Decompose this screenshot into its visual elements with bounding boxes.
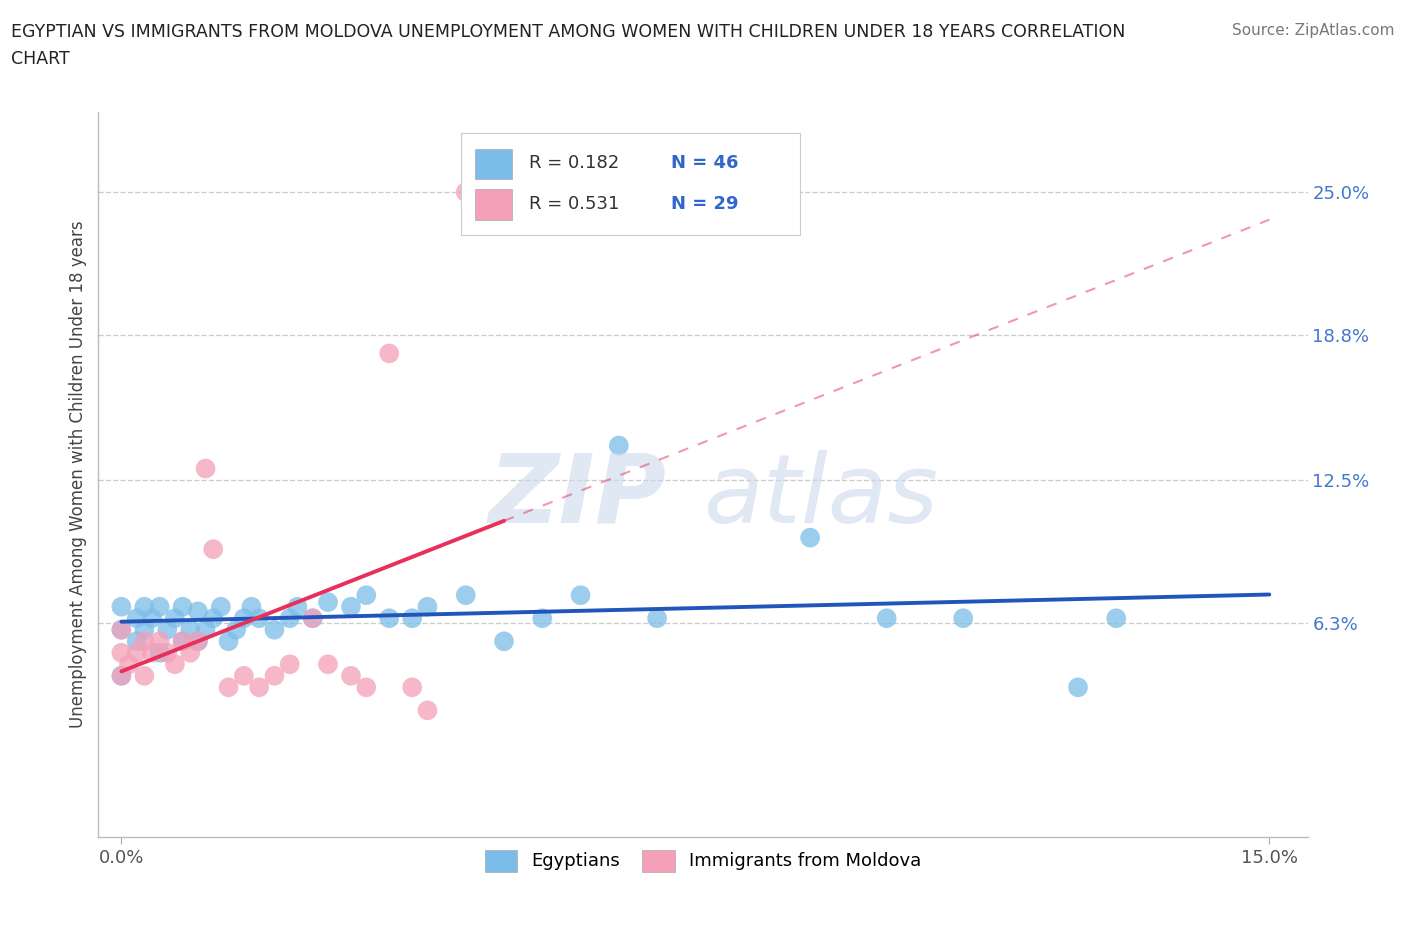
Point [134,622,156,637]
Point [263,669,285,684]
Point [172,634,194,649]
Point [278,611,301,626]
Point [218,680,240,695]
Point [287,599,309,614]
Point [263,622,285,637]
Point [316,594,339,609]
Point [194,622,217,637]
Point [1105,611,1128,626]
Point [134,669,156,684]
Point [156,645,179,660]
Point [134,599,156,614]
Point [225,622,247,637]
Point [301,611,323,626]
Legend: Egyptians, Immigrants from Moldova: Egyptians, Immigrants from Moldova [478,843,928,879]
Point [163,657,186,671]
Point [187,634,209,649]
Point [454,588,477,603]
Point [416,703,439,718]
Point [125,634,148,649]
Point [141,611,163,626]
Point [454,185,477,200]
Point [492,634,515,649]
Point [218,634,240,649]
Point [156,622,179,637]
Point [240,599,263,614]
Point [125,611,148,626]
Y-axis label: Unemployment Among Women with Children Under 18 years: Unemployment Among Women with Children U… [69,220,87,728]
Point [247,611,270,626]
Point [141,645,163,660]
Point [340,599,363,614]
Text: EGYPTIAN VS IMMIGRANTS FROM MOLDOVA UNEMPLOYMENT AMONG WOMEN WITH CHILDREN UNDER: EGYPTIAN VS IMMIGRANTS FROM MOLDOVA UNEM… [11,23,1126,68]
Point [179,645,201,660]
Point [356,588,378,603]
Point [179,622,201,637]
Point [187,634,209,649]
Point [876,611,898,626]
Text: Source: ZipAtlas.com: Source: ZipAtlas.com [1232,23,1395,38]
Point [134,634,156,649]
Text: atlas: atlas [703,449,938,542]
Point [194,461,217,476]
Point [110,622,132,637]
Point [607,438,630,453]
Point [1067,680,1090,695]
Point [340,669,363,684]
Point [149,599,172,614]
Point [416,599,439,614]
Point [149,634,172,649]
Point [531,611,554,626]
Point [149,645,172,660]
Point [110,669,132,684]
Point [232,611,254,626]
Point [202,611,225,626]
Point [952,611,974,626]
Point [356,680,378,695]
Point [316,657,339,671]
Point [278,657,301,671]
Point [110,669,132,684]
Point [209,599,232,614]
Point [125,645,148,660]
Point [569,588,592,603]
Point [172,634,194,649]
Point [110,599,132,614]
Point [378,611,401,626]
Point [401,680,423,695]
Point [118,657,141,671]
Point [163,611,186,626]
Text: ZIP: ZIP [489,449,666,542]
Point [799,530,821,545]
Point [301,611,323,626]
Point [110,622,132,637]
Point [202,541,225,556]
Point [378,346,401,361]
Point [187,604,209,618]
Point [110,645,132,660]
Point [247,680,270,695]
Point [232,669,254,684]
Point [645,611,668,626]
Point [401,611,423,626]
Point [172,599,194,614]
